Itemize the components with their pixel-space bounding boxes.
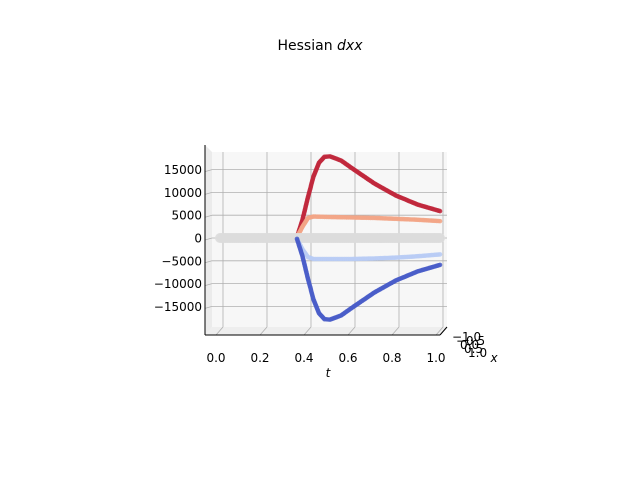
- floor-pane: [205, 327, 447, 335]
- t-tick-label: 1.0: [426, 351, 445, 365]
- z-tick-label: 15000: [164, 163, 202, 177]
- z-tick-label: −5000: [161, 254, 202, 268]
- grid-line-z-side: [204, 214, 213, 218]
- series-point: [437, 262, 443, 268]
- series-point: [435, 233, 445, 243]
- t-tick-label: 0.0: [206, 351, 225, 365]
- z-tick-label: −15000: [154, 300, 202, 314]
- grid-line-t-floor: [215, 326, 224, 336]
- t-axis-label: t: [326, 366, 332, 380]
- t-tick-label: 0.2: [250, 351, 269, 365]
- grid-line-t-floor: [391, 326, 400, 336]
- x-axis-line: [439, 326, 448, 336]
- grid-line-t-floor: [259, 326, 268, 336]
- series-point: [437, 252, 443, 257]
- grid-line-z-side: [204, 192, 213, 195]
- grid-line-z-side: [204, 260, 213, 264]
- chart-title-math: dxx: [337, 38, 363, 54]
- x-tick-label: 0.5: [464, 342, 483, 356]
- z-tick-label: 5000: [171, 209, 202, 223]
- tick-labels: 0.0 0.2 0.4 0.6 0.8 1.0 −15000 −10000 −5000 0 5000…: [154, 163, 487, 365]
- z-tick-label: 10000: [164, 186, 202, 200]
- chart-title: Hessian dxx: [278, 38, 364, 54]
- grid-line-z-side: [204, 283, 213, 286]
- t-tick-label: 0.4: [294, 351, 313, 365]
- grid-line-t-floor: [435, 326, 444, 336]
- t-tick-label: 0.6: [338, 351, 357, 365]
- x-tick-label: −1.0: [452, 330, 481, 344]
- z-tick-label: −10000: [154, 277, 202, 291]
- data-points: [215, 154, 445, 322]
- grid-line-z-side: [204, 306, 213, 309]
- z-tick-label: 0: [194, 232, 202, 246]
- series-point: [437, 218, 443, 224]
- x-tick-label: −0.5: [456, 334, 485, 348]
- grid-line-t-floor: [347, 326, 356, 336]
- grid-line-t-floor: [303, 326, 312, 336]
- series-point: [437, 208, 443, 214]
- t-tick-label: 0.8: [382, 351, 401, 365]
- x-tick-label: 0.0: [460, 338, 479, 352]
- grid-line-z-side: [204, 237, 213, 241]
- grid-line-z-side: [204, 169, 213, 172]
- x-tick-label: 1.0: [468, 346, 487, 360]
- chart-title-prefix: Hessian: [278, 38, 338, 54]
- x-axis-label: x: [489, 351, 498, 365]
